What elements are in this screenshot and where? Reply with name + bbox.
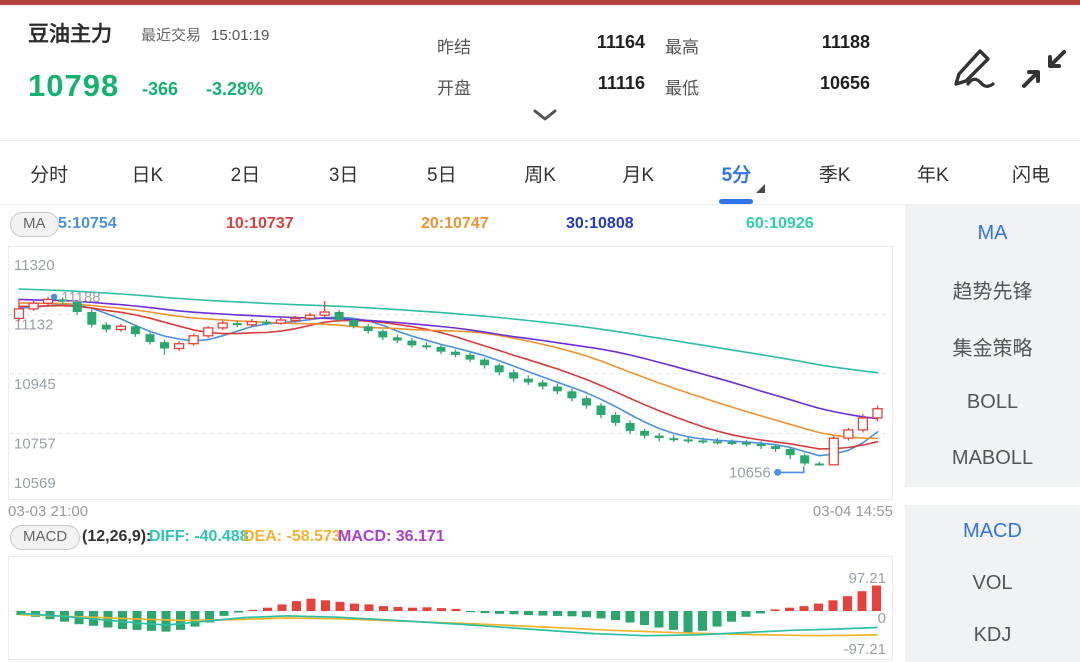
sidebar-item-kdj[interactable]: KDJ bbox=[973, 624, 1012, 647]
last-price: 10798 bbox=[28, 68, 120, 103]
collapse-icon[interactable] bbox=[1019, 47, 1069, 91]
macd-diff-value: DIFF: -40.488 bbox=[149, 528, 249, 545]
sub-indicator-menu: MACD VOL KDJ bbox=[905, 505, 1080, 662]
overlay-indicator-menu: MA 趋势先锋 集金策略 BOLL MABOLL bbox=[905, 205, 1080, 487]
ma20-value: 20:10747 bbox=[421, 215, 489, 232]
tab-time-share[interactable]: 分时 bbox=[30, 165, 69, 186]
ma10-value: 10:10737 bbox=[226, 215, 294, 232]
sidebar-item-boll[interactable]: BOLL bbox=[966, 390, 1019, 413]
tab-flash[interactable]: 闪电 bbox=[1011, 165, 1050, 186]
ma30-value: 30:10808 bbox=[566, 215, 634, 232]
svg-text:11188: 11188 bbox=[61, 289, 101, 306]
svg-text:10656: 10656 bbox=[729, 464, 771, 481]
svg-text:97.21: 97.21 bbox=[848, 570, 886, 587]
price-change-percent: -3.28% bbox=[206, 79, 264, 99]
x-axis-end-label: 03-04 14:55 bbox=[812, 503, 893, 520]
tab-weekly-k[interactable]: 周K bbox=[524, 165, 556, 186]
macd-chart[interactable]: 97.21 0 -97.21 bbox=[8, 556, 893, 660]
ma5-value: 5:10754 bbox=[58, 215, 117, 232]
quote-label-open: 开盘 bbox=[437, 79, 471, 98]
svg-text:0: 0 bbox=[878, 610, 886, 627]
svg-text:11320: 11320 bbox=[14, 257, 55, 274]
sidebar-item-ma[interactable]: MA bbox=[977, 221, 1008, 244]
quote-label-prev-settle: 昨结 bbox=[437, 38, 471, 57]
kline-chart[interactable]: 11320 11132 10945 10757 10569 11188 10656 bbox=[8, 246, 893, 500]
svg-text:10945: 10945 bbox=[14, 376, 56, 393]
kline-chart-svg: 11320 11132 10945 10757 10569 11188 10656 bbox=[10, 257, 891, 492]
quote-label-low: 最低 bbox=[665, 79, 699, 98]
quote-value-open: 11116 bbox=[597, 73, 645, 93]
last-trade: 最近交易 15:01:19 bbox=[141, 24, 269, 45]
tab-yearly-k[interactable]: 年K bbox=[916, 165, 949, 186]
svg-text:11132: 11132 bbox=[14, 317, 54, 334]
quote-value-prev-settle: 11164 bbox=[596, 32, 645, 52]
tab-daily-k[interactable]: 日K bbox=[131, 165, 164, 186]
macd-indicator-pill[interactable]: MACD bbox=[10, 525, 81, 550]
svg-text:-97.21: -97.21 bbox=[843, 641, 886, 658]
symbol-name: 豆油主力 bbox=[28, 23, 112, 46]
tabbar-divider bbox=[0, 204, 1080, 205]
tab-3day[interactable]: 3日 bbox=[328, 165, 359, 186]
draw-pen-icon[interactable] bbox=[944, 44, 1000, 92]
x-axis-start-label: 03-03 21:00 bbox=[8, 503, 89, 520]
sidebar-item-maboll[interactable]: MABOLL bbox=[951, 447, 1034, 470]
macd-dea-value: DEA: -58.573 bbox=[243, 528, 341, 545]
macd-indicator-row: MACD (12,26,9): DIFF: -40.488 DEA: -58.5… bbox=[0, 524, 900, 554]
tab-dropdown-corner-icon bbox=[756, 184, 766, 193]
sidebar-item-vol[interactable]: VOL bbox=[972, 571, 1013, 594]
quote-value-high: 11188 bbox=[821, 32, 870, 52]
tab-5min[interactable]: 5分 bbox=[687, 158, 785, 204]
period-tab-bar: 分时 日K 2日 3日 5日 周K 月K 5分 季K 年K 闪电 bbox=[0, 141, 1080, 204]
tab-quarterly-k[interactable]: 季K bbox=[818, 165, 851, 186]
sidebar-item-jijin-strategy[interactable]: 集金策略 bbox=[952, 337, 1033, 360]
ma-indicator-row: MA 5:10754 10:10737 20:10747 30:10808 60… bbox=[0, 205, 900, 245]
last-trade-label: 最近交易 bbox=[141, 27, 202, 44]
last-trade-time: 15:01:19 bbox=[211, 27, 270, 44]
chevron-down-icon[interactable] bbox=[528, 106, 562, 126]
ma60-value: 60:10926 bbox=[746, 215, 814, 232]
sidebar-item-trend-pioneer[interactable]: 趋势先锋 bbox=[952, 281, 1033, 304]
svg-text:10569: 10569 bbox=[14, 475, 56, 492]
macd-value: MACD: 36.171 bbox=[338, 528, 445, 545]
svg-text:10757: 10757 bbox=[14, 435, 56, 452]
tab-5day[interactable]: 5日 bbox=[427, 165, 457, 186]
sidebar-item-macd[interactable]: MACD bbox=[963, 519, 1022, 542]
header-divider bbox=[0, 140, 1080, 141]
tab-2day[interactable]: 2日 bbox=[230, 165, 261, 186]
macd-params: (12,26,9): bbox=[82, 528, 152, 545]
tab-monthly-k[interactable]: 月K bbox=[622, 165, 655, 186]
selected-tab-underline bbox=[719, 199, 754, 204]
top-accent-bar bbox=[0, 0, 1080, 5]
price-change: -366 bbox=[142, 79, 179, 99]
quote-label-high: 最高 bbox=[665, 38, 699, 57]
ma-indicator-pill[interactable]: MA bbox=[10, 212, 59, 237]
macd-chart-svg: 97.21 0 -97.21 bbox=[10, 570, 891, 658]
quote-value-low: 10656 bbox=[819, 73, 870, 93]
